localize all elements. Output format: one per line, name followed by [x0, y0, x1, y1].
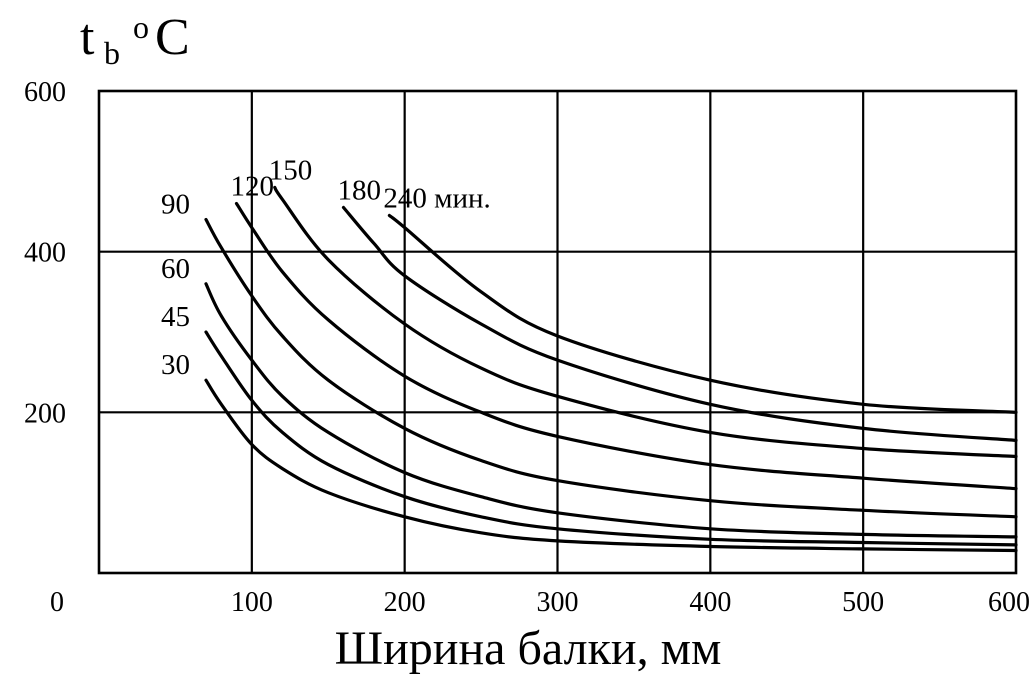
series-line-30: [204, 378, 1018, 553]
y-axis-title-sub: b: [104, 35, 120, 71]
series-line-45: [204, 330, 1018, 547]
x-tick-label-5: 600: [988, 587, 1030, 618]
series-line-180: [341, 205, 1018, 442]
series-line-150: [273, 185, 1018, 459]
x-tick-label-0: 100: [231, 587, 273, 618]
series-line-60: [204, 282, 1018, 539]
y-axis-title-unit: C: [155, 9, 190, 66]
x-axis-title: Ширина балки, мм: [335, 622, 722, 675]
y-axis-title-main: t: [80, 9, 95, 66]
curve-label-240: 240 мин.: [383, 183, 490, 215]
x-tick-label-1: 200: [384, 587, 426, 618]
series-line-120: [234, 201, 1018, 491]
curve-label-45: 45: [161, 301, 190, 333]
y-tick-label-0: 200: [24, 398, 66, 429]
x-tick-label-3: 400: [689, 587, 731, 618]
y-axis-title-degree: o: [133, 9, 149, 45]
curve-label-90: 90: [161, 189, 190, 221]
series-line-240: [387, 213, 1018, 414]
x-tick-label-2: 300: [537, 587, 579, 618]
curve-label-180: 180: [338, 174, 382, 206]
grid: [99, 91, 1016, 573]
curve-label-120: 120: [231, 170, 274, 202]
curve-label-60: 60: [161, 253, 190, 285]
y-axis-title: t b o C: [80, 9, 190, 71]
origin-label: 0: [50, 587, 64, 618]
curve-label-150: 150: [269, 154, 313, 186]
series-group: [204, 185, 1018, 553]
plot-frame: [97, 89, 1018, 575]
x-tick-label-4: 500: [842, 587, 884, 618]
curve-label-30: 30: [161, 349, 190, 381]
series-line-90: [204, 217, 1018, 519]
y-tick-label-2: 600: [24, 77, 66, 108]
y-tick-label-1: 400: [24, 238, 66, 269]
